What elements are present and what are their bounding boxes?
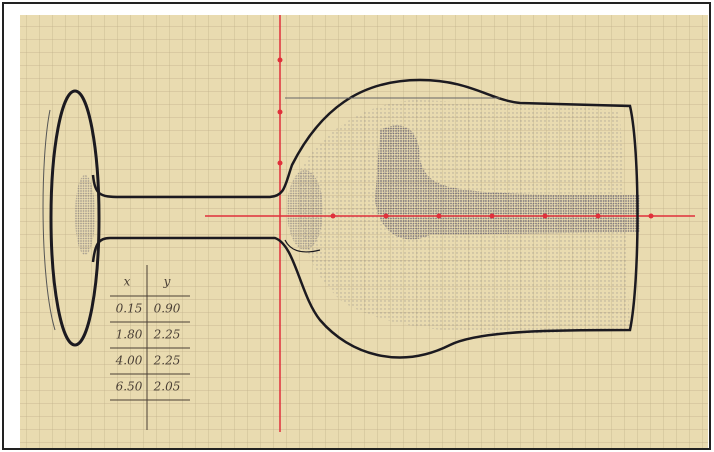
page: x y 0.15 0.90 1.80 2.25 4.00 2.25 6.50 2.05 [0, 0, 714, 452]
table-header: x [124, 275, 131, 289]
table-cell: 2.25 [153, 328, 181, 342]
table-cell: 6.50 [116, 380, 143, 394]
table-header: y [163, 275, 171, 289]
foot-shading [75, 175, 95, 255]
sketch-image: x y 0.15 0.90 1.80 2.25 4.00 2.25 6.50 2.05 [0, 0, 714, 452]
table-cell: 1.80 [116, 328, 143, 342]
table-cell: 0.15 [116, 302, 143, 316]
table-cell: 0.90 [154, 302, 181, 316]
table-cell: 2.25 [153, 354, 181, 368]
table-cell: 2.05 [153, 380, 181, 394]
stem-shading [287, 170, 323, 250]
table-cell: 4.00 [115, 354, 143, 368]
